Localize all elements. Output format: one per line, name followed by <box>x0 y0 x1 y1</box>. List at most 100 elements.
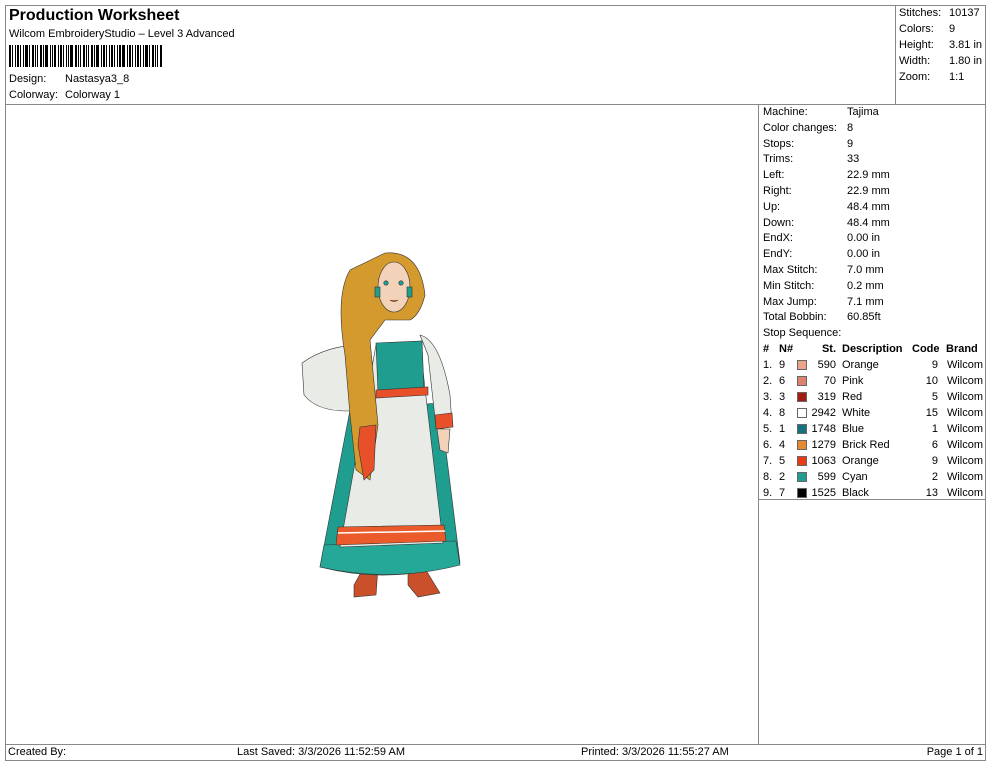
embroidery-design-preview <box>301 252 461 598</box>
info-value: 0.00 in <box>847 232 881 245</box>
row-description: Cyan <box>842 471 868 484</box>
row-stitches: 1525 <box>811 487 836 500</box>
info-value: 0.00 in <box>847 248 881 261</box>
color-swatch <box>797 392 807 403</box>
barcode-bar <box>152 45 154 67</box>
barcode-bar <box>15 45 16 67</box>
info-label: Min Stitch: <box>763 279 815 292</box>
stop-sequence-row: 8. 2 599 Cyan 2 Wilcom <box>759 470 986 486</box>
info-value: 7.1 mm <box>847 295 884 308</box>
barcode-bar <box>143 45 144 67</box>
barcode-bar <box>12 45 13 67</box>
barcode-bar <box>52 45 53 67</box>
page-title: Production Worksheet <box>9 7 180 24</box>
info-label: Stitches: <box>899 7 942 19</box>
info-row: Color changes: 8 <box>763 121 986 137</box>
col-n: N# <box>779 343 794 356</box>
barcode-bar <box>149 45 150 67</box>
info-value: 60.85ft <box>847 311 881 324</box>
barcode-bar <box>54 45 56 67</box>
color-swatch <box>797 376 807 387</box>
info-row: Left: 22.9 mm <box>763 168 986 184</box>
row-needle: 9 <box>779 359 786 372</box>
barcode-bar <box>78 45 79 67</box>
info-row: Zoom: 1:1 <box>899 70 986 86</box>
row-needle: 2 <box>779 471 786 484</box>
barcode-bar <box>20 45 21 67</box>
col-brand: Brand <box>946 343 978 356</box>
info-row: EndY: 0.00 in <box>763 247 986 263</box>
row-brand: Wilcom <box>946 423 983 436</box>
info-label: Stops: <box>763 137 795 150</box>
info-value: 48.4 mm <box>847 200 890 213</box>
barcode-bar <box>155 45 156 67</box>
row-stitches: 319 <box>817 391 836 404</box>
barcode-bar <box>127 45 128 67</box>
barcode-bar <box>86 45 87 67</box>
barcode-bar <box>111 45 113 67</box>
info-label: Trims: <box>763 153 794 166</box>
info-value: 3.81 in <box>949 39 983 51</box>
row-brand: Wilcom <box>946 359 983 372</box>
stop-sequence-row: 5. 1 1748 Blue 1 Wilcom <box>759 422 986 438</box>
barcode-bar <box>109 45 110 67</box>
info-label: Colors: <box>899 23 934 35</box>
barcode-bar <box>29 45 30 67</box>
info-label: Total Bobbin: <box>763 311 827 324</box>
barcode-bar <box>101 45 102 67</box>
col-code: Code <box>912 343 940 356</box>
divider <box>758 500 759 744</box>
last-saved: Last Saved: 3/3/2026 11:52:59 AM <box>237 746 405 758</box>
row-description: Orange <box>842 359 879 372</box>
row-idx: 2. <box>763 375 773 388</box>
design-value: Nastasya3_8 <box>65 73 130 85</box>
color-swatch <box>797 472 807 483</box>
info-value: 9 <box>847 137 854 150</box>
barcode-bar <box>50 45 51 67</box>
info-row: Trims: 33 <box>763 152 986 168</box>
info-row: Height: 3.81 in <box>899 38 986 54</box>
info-value: 1.80 in <box>949 55 983 67</box>
stop-sequence-row: 4. 8 2942 White 15 Wilcom <box>759 406 986 422</box>
row-idx: 1. <box>763 359 773 372</box>
color-swatch <box>797 456 807 467</box>
divider <box>5 104 986 105</box>
info-label: Color changes: <box>763 121 837 134</box>
info-label: Max Jump: <box>763 295 817 308</box>
barcode-bar <box>68 45 69 67</box>
barcode-bar <box>83 45 85 67</box>
info-row: Stitches: 10137 <box>899 6 986 22</box>
barcode-bar <box>122 45 125 67</box>
row-description: Orange <box>842 455 879 468</box>
row-stitches: 1279 <box>811 439 836 452</box>
barcode-bar <box>58 45 59 67</box>
stop-sequence-row: 1. 9 590 Orange 9 Wilcom <box>759 358 986 374</box>
barcode-bar <box>114 45 115 67</box>
row-needle: 7 <box>779 487 786 500</box>
row-code: 9 <box>931 455 938 468</box>
barcode-bar <box>63 45 64 67</box>
barcode-bar <box>119 45 121 67</box>
info-value: 22.9 mm <box>847 184 890 197</box>
barcode-bar <box>132 45 133 67</box>
row-idx: 3. <box>763 391 773 404</box>
info-row: Min Stitch: 0.2 mm <box>763 279 986 295</box>
barcode-bar <box>117 45 118 67</box>
color-swatch <box>797 488 807 499</box>
info-row: Max Stitch: 7.0 mm <box>763 263 986 279</box>
info-label: Height: <box>899 39 934 51</box>
info-value: 48.4 mm <box>847 216 890 229</box>
row-idx: 8. <box>763 471 773 484</box>
barcode-bar <box>43 45 44 67</box>
barcode-bar <box>25 45 28 67</box>
barcode-bar <box>137 45 139 67</box>
worksheet-frame <box>5 5 986 761</box>
info-row: EndX: 0.00 in <box>763 231 986 247</box>
barcode-bar <box>23 45 24 67</box>
info-label: EndY: <box>763 248 793 261</box>
info-row: Up: 48.4 mm <box>763 200 986 216</box>
row-needle: 4 <box>779 439 786 452</box>
row-code: 5 <box>931 391 938 404</box>
hair-braid <box>340 252 426 481</box>
info-label: Zoom: <box>899 71 931 83</box>
